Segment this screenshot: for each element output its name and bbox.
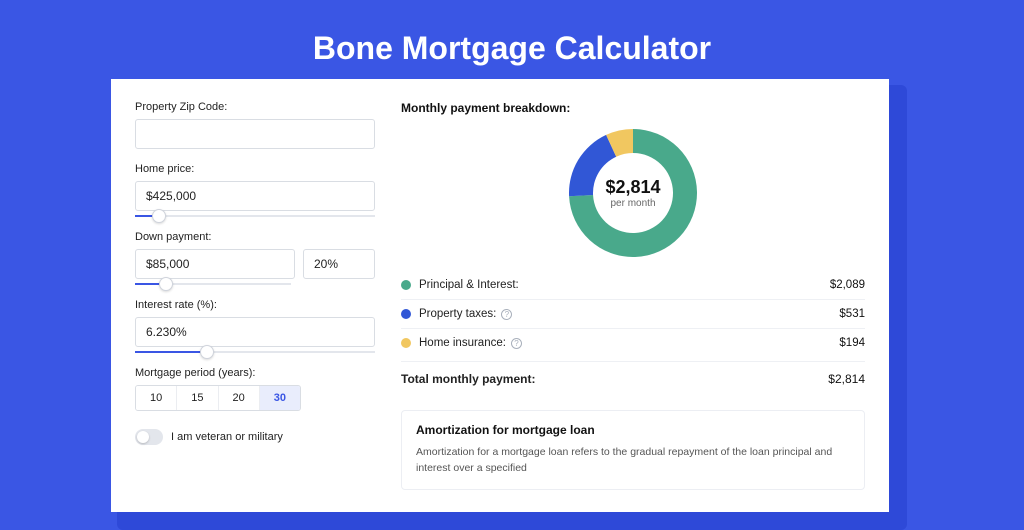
interest-rate-field-group: Interest rate (%): xyxy=(135,299,375,353)
period-tab-10[interactable]: 10 xyxy=(136,386,177,410)
veteran-toggle[interactable] xyxy=(135,429,163,445)
breakdown-item-label-1: Property taxes:? xyxy=(419,308,839,320)
home-price-slider-thumb[interactable] xyxy=(152,209,166,223)
breakdown-dot-0 xyxy=(401,280,411,290)
donut-wrap: $2,814 per month xyxy=(401,123,865,271)
breakdown-item-value-0: $2,089 xyxy=(830,279,865,291)
breakdown-dot-1 xyxy=(401,309,411,319)
down-payment-slider[interactable] xyxy=(135,283,291,285)
period-tab-30[interactable]: 30 xyxy=(260,386,300,410)
donut-amount: $2,814 xyxy=(605,177,660,198)
donut-sub: per month xyxy=(610,198,655,209)
info-icon[interactable]: ? xyxy=(501,309,512,320)
card-shadow: Property Zip Code: Home price: Down paym… xyxy=(117,85,907,530)
zip-field-group: Property Zip Code: xyxy=(135,101,375,149)
period-tab-15[interactable]: 15 xyxy=(177,386,218,410)
interest-rate-label: Interest rate (%): xyxy=(135,299,375,311)
home-price-input[interactable] xyxy=(135,181,375,211)
amortization-title: Amortization for mortgage loan xyxy=(416,423,850,437)
breakdown-item-value-1: $531 xyxy=(839,308,865,320)
amortization-box: Amortization for mortgage loan Amortizat… xyxy=(401,410,865,490)
amortization-text: Amortization for a mortgage loan refers … xyxy=(416,445,850,477)
donut-center: $2,814 per month xyxy=(569,129,697,257)
breakdown-column: Monthly payment breakdown: $2,814 per mo… xyxy=(401,101,865,490)
veteran-toggle-row: I am veteran or military xyxy=(135,429,375,445)
mortgage-period-label: Mortgage period (years): xyxy=(135,367,375,379)
down-payment-percent-input[interactable] xyxy=(303,249,375,279)
breakdown-title: Monthly payment breakdown: xyxy=(401,101,865,115)
calculator-card: Property Zip Code: Home price: Down paym… xyxy=(111,79,889,512)
period-tab-20[interactable]: 20 xyxy=(219,386,260,410)
interest-rate-slider[interactable] xyxy=(135,351,375,353)
veteran-toggle-label: I am veteran or military xyxy=(171,431,283,443)
interest-rate-input[interactable] xyxy=(135,317,375,347)
interest-rate-slider-fill xyxy=(135,351,207,353)
home-price-slider[interactable] xyxy=(135,215,375,217)
breakdown-item-2: Home insurance:?$194 xyxy=(401,329,865,357)
interest-rate-slider-thumb[interactable] xyxy=(200,345,214,359)
total-value: $2,814 xyxy=(828,372,865,386)
mortgage-period-tabs: 10152030 xyxy=(135,385,301,411)
down-payment-label: Down payment: xyxy=(135,231,375,243)
breakdown-item-1: Property taxes:?$531 xyxy=(401,300,865,329)
zip-label: Property Zip Code: xyxy=(135,101,375,113)
zip-input[interactable] xyxy=(135,119,375,149)
home-price-label: Home price: xyxy=(135,163,375,175)
form-column: Property Zip Code: Home price: Down paym… xyxy=(135,101,375,490)
breakdown-total-row: Total monthly payment: $2,814 xyxy=(401,361,865,400)
breakdown-item-label-0: Principal & Interest: xyxy=(419,279,830,291)
breakdown-item-value-2: $194 xyxy=(839,337,865,349)
donut-chart: $2,814 per month xyxy=(569,129,697,257)
down-payment-field-group: Down payment: xyxy=(135,231,375,285)
breakdown-item-label-2: Home insurance:? xyxy=(419,337,839,349)
home-price-field-group: Home price: xyxy=(135,163,375,217)
total-label: Total monthly payment: xyxy=(401,372,828,386)
breakdown-dot-2 xyxy=(401,338,411,348)
down-payment-amount-input[interactable] xyxy=(135,249,295,279)
mortgage-period-field-group: Mortgage period (years): 10152030 xyxy=(135,367,375,411)
breakdown-item-0: Principal & Interest:$2,089 xyxy=(401,271,865,300)
down-payment-slider-thumb[interactable] xyxy=(159,277,173,291)
page-title: Bone Mortgage Calculator xyxy=(0,0,1024,85)
info-icon[interactable]: ? xyxy=(511,338,522,349)
breakdown-line-items: Principal & Interest:$2,089Property taxe… xyxy=(401,271,865,357)
